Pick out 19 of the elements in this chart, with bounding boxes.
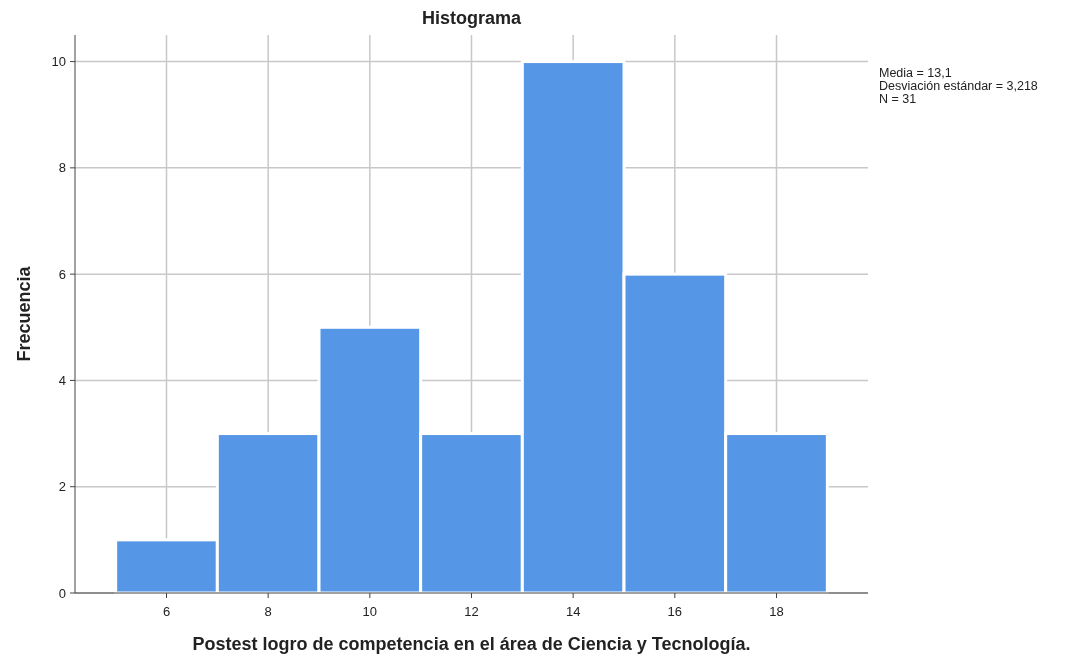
x-tick-label: 18 [769, 604, 784, 619]
chart-title: Histograma [421, 8, 522, 28]
x-axis-title: Postest logro de competencia en el área de Ciencia y Tecnología. [192, 634, 751, 654]
text: Media = 13,1 [879, 66, 952, 80]
x-tick-label: 12 [464, 604, 479, 619]
y-tick-label: 10 [51, 54, 66, 70]
y-tick-label: 8 [58, 160, 66, 176]
text: Desviación estándar = 3,218 [879, 79, 1038, 93]
x-tick-label: 6 [162, 604, 171, 619]
x-tick-label: 14 [565, 604, 581, 619]
x-tick-label: 10 [362, 604, 378, 619]
y-tick-label: 2 [58, 479, 66, 495]
y-tick-label: 4 [58, 372, 66, 388]
x-tick-label: 8 [264, 604, 272, 619]
text: N = 31 [879, 92, 917, 106]
y-tick-label: 6 [58, 266, 66, 282]
y-axis-title: Frecuencia [14, 265, 34, 362]
y-tick-label: 0 [58, 585, 66, 601]
x-tick-label: 16 [667, 604, 683, 619]
